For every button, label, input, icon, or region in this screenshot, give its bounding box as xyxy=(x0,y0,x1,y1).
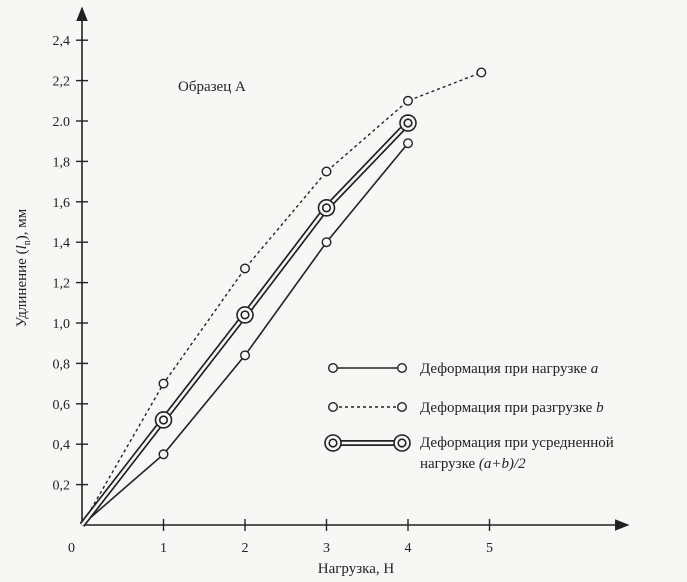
y-tick-label: 0,4 xyxy=(53,438,71,453)
legend-label-avg-line1: Деформация при усредненной xyxy=(420,435,614,451)
y-tick-label: 0,8 xyxy=(53,357,71,372)
data-point-unload xyxy=(476,67,487,78)
data-point-unload xyxy=(403,95,414,106)
legend-unload-text: Деформация при разгрузке xyxy=(420,400,593,416)
data-point-load xyxy=(403,138,414,149)
x-axis-ticks: 1 2 3 4 5 xyxy=(160,519,493,556)
data-point-avg-inner xyxy=(240,310,250,320)
legend-unload-suffix: b xyxy=(596,400,604,416)
y-tick-label: 0,2 xyxy=(53,479,71,494)
y-tick-label: 2,4 xyxy=(53,34,71,49)
y-tick-label: 2.0 xyxy=(53,115,71,130)
legend-label-avg-line2: нагрузке (a+b)/2 xyxy=(420,456,526,472)
y-axis-title-post: ), мм xyxy=(14,208,30,240)
data-point-unload xyxy=(158,378,169,389)
y-axis-title: Удлинение (ln), мм xyxy=(14,208,33,327)
legend-load-text: Деформация при нагрузке xyxy=(420,361,587,377)
legend-symbol-load xyxy=(328,363,408,374)
legend-label-unload: Деформация при разгрузке b xyxy=(420,400,604,416)
series-line-avg xyxy=(79,120,411,527)
y-axis-ticks: 0,2 0,4 0,6 0,8 1,0 1,2 1,4 1,6 1,8 2.0 2,2 2,4 xyxy=(53,34,88,494)
y-tick-label: 1,6 xyxy=(53,196,71,211)
x-tick-label: 2 xyxy=(242,541,249,556)
y-tick-label: 1,2 xyxy=(53,277,71,292)
x-tick-label: 1 xyxy=(160,541,167,556)
data-point-unload xyxy=(321,166,332,177)
data-point-avg-inner xyxy=(321,203,332,213)
y-tick-label: 1,0 xyxy=(53,317,71,332)
legend-label-load: Деформация при нагрузке a xyxy=(420,361,598,377)
y-tick-label: 2,2 xyxy=(53,75,71,90)
data-point-avg-inner xyxy=(158,415,169,425)
sample-annotation: Образец А xyxy=(178,79,246,95)
data-point-unload xyxy=(239,263,250,274)
legend-avg-text2: нагрузке xyxy=(420,456,475,472)
legend-marker-unload xyxy=(397,402,408,413)
legend-symbol-unload xyxy=(328,402,408,413)
y-tick-label: 1,4 xyxy=(53,236,71,251)
x-axis-title: Нагрузка, Н xyxy=(318,561,395,577)
series-layer xyxy=(79,67,487,527)
legend-avg-suffix: (a+b)/2 xyxy=(479,456,526,472)
legend: Деформация при нагрузке a Деформация при… xyxy=(324,361,614,472)
legend-marker-avg-inner xyxy=(328,438,338,448)
origin-label: 0 xyxy=(68,541,75,556)
y-tick-label: 0,6 xyxy=(53,398,71,413)
y-tick-label: 1,8 xyxy=(53,155,71,170)
legend-marker-load xyxy=(397,363,408,374)
data-point-load xyxy=(158,449,169,460)
legend-symbol-avg xyxy=(324,434,411,452)
series-line-load xyxy=(81,142,409,526)
y-axis-title-var: l xyxy=(14,245,30,249)
y-axis-title-pre: Удлинение ( xyxy=(14,249,30,327)
legend-marker-load xyxy=(328,363,339,374)
x-tick-label: 3 xyxy=(323,541,330,556)
x-tick-label: 5 xyxy=(486,541,493,556)
y-axis-title-sub: n xyxy=(22,240,33,245)
data-point-load xyxy=(321,237,332,248)
data-point-load xyxy=(239,350,250,361)
data-point-avg-inner xyxy=(403,118,413,128)
legend-load-suffix: a xyxy=(591,361,599,377)
series-line-unload xyxy=(81,71,482,526)
legend-marker-unload xyxy=(328,402,339,413)
x-tick-label: 4 xyxy=(405,541,412,556)
legend-marker-avg-inner xyxy=(397,438,407,448)
